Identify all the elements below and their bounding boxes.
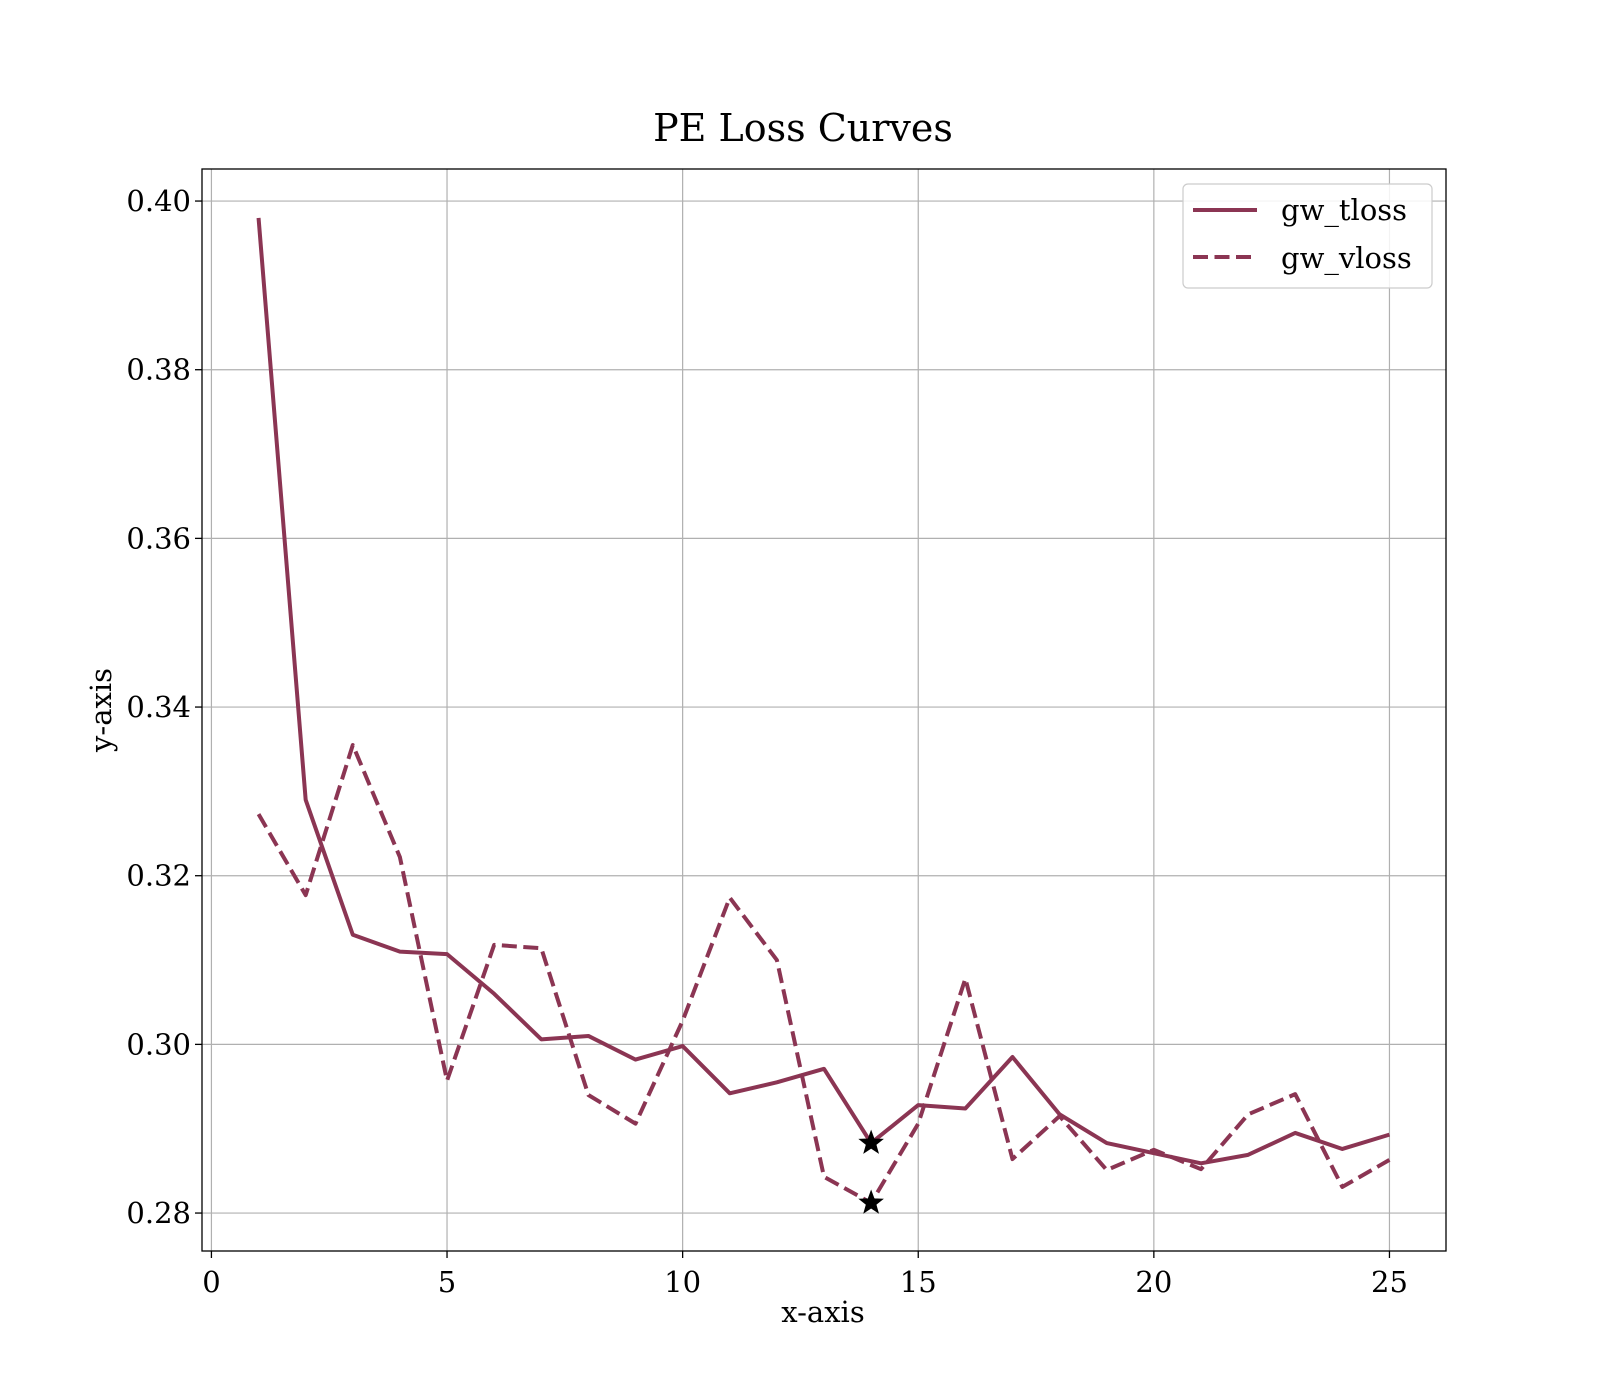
x-axis-label: x-axis: [781, 1295, 864, 1329]
x-tick-label: 20: [1135, 1265, 1172, 1299]
y-tick-label: 0.28: [126, 1196, 191, 1230]
y-tick-label: 0.34: [126, 690, 191, 724]
x-tick-label: 5: [438, 1265, 456, 1299]
series-line-gw-tloss: [256, 217, 1391, 1166]
x-tick-label: 10: [664, 1265, 701, 1299]
legend-label-gw-vloss: gw_vloss: [1281, 241, 1412, 276]
min-marker-star-gw-vloss: [858, 1189, 884, 1214]
legend-label-gw-tloss: gw_tloss: [1281, 193, 1407, 228]
plot-frame: [201, 168, 1447, 1252]
y-tick-label: 0.38: [126, 353, 191, 387]
min-marker-star-gw-tloss: [858, 1129, 884, 1154]
y-tick-label: 0.40: [126, 184, 191, 218]
legend: gw_tloss gw_vloss: [1182, 183, 1433, 289]
marker-layer: [858, 1129, 884, 1214]
y-tick-label: 0.36: [126, 521, 191, 555]
y-tick-label: 0.32: [126, 859, 191, 893]
x-ticks: 0 5 10 15 20 25: [202, 1251, 1408, 1299]
y-axis-label: y-axis: [84, 668, 118, 753]
x-tick-label: 25: [1371, 1265, 1408, 1299]
x-tick-label: 0: [202, 1265, 220, 1299]
y-ticks: 0.28 0.30 0.32 0.34 0.36 0.38 0.40: [126, 184, 202, 1230]
grid-layer: [202, 169, 1446, 1251]
chart-title: PE Loss Curves: [653, 106, 953, 150]
series-line-gw-vloss: [256, 743, 1391, 1205]
series-layer: [256, 217, 1391, 1205]
y-tick-label: 0.30: [126, 1027, 191, 1061]
x-tick-label: 15: [900, 1265, 937, 1299]
